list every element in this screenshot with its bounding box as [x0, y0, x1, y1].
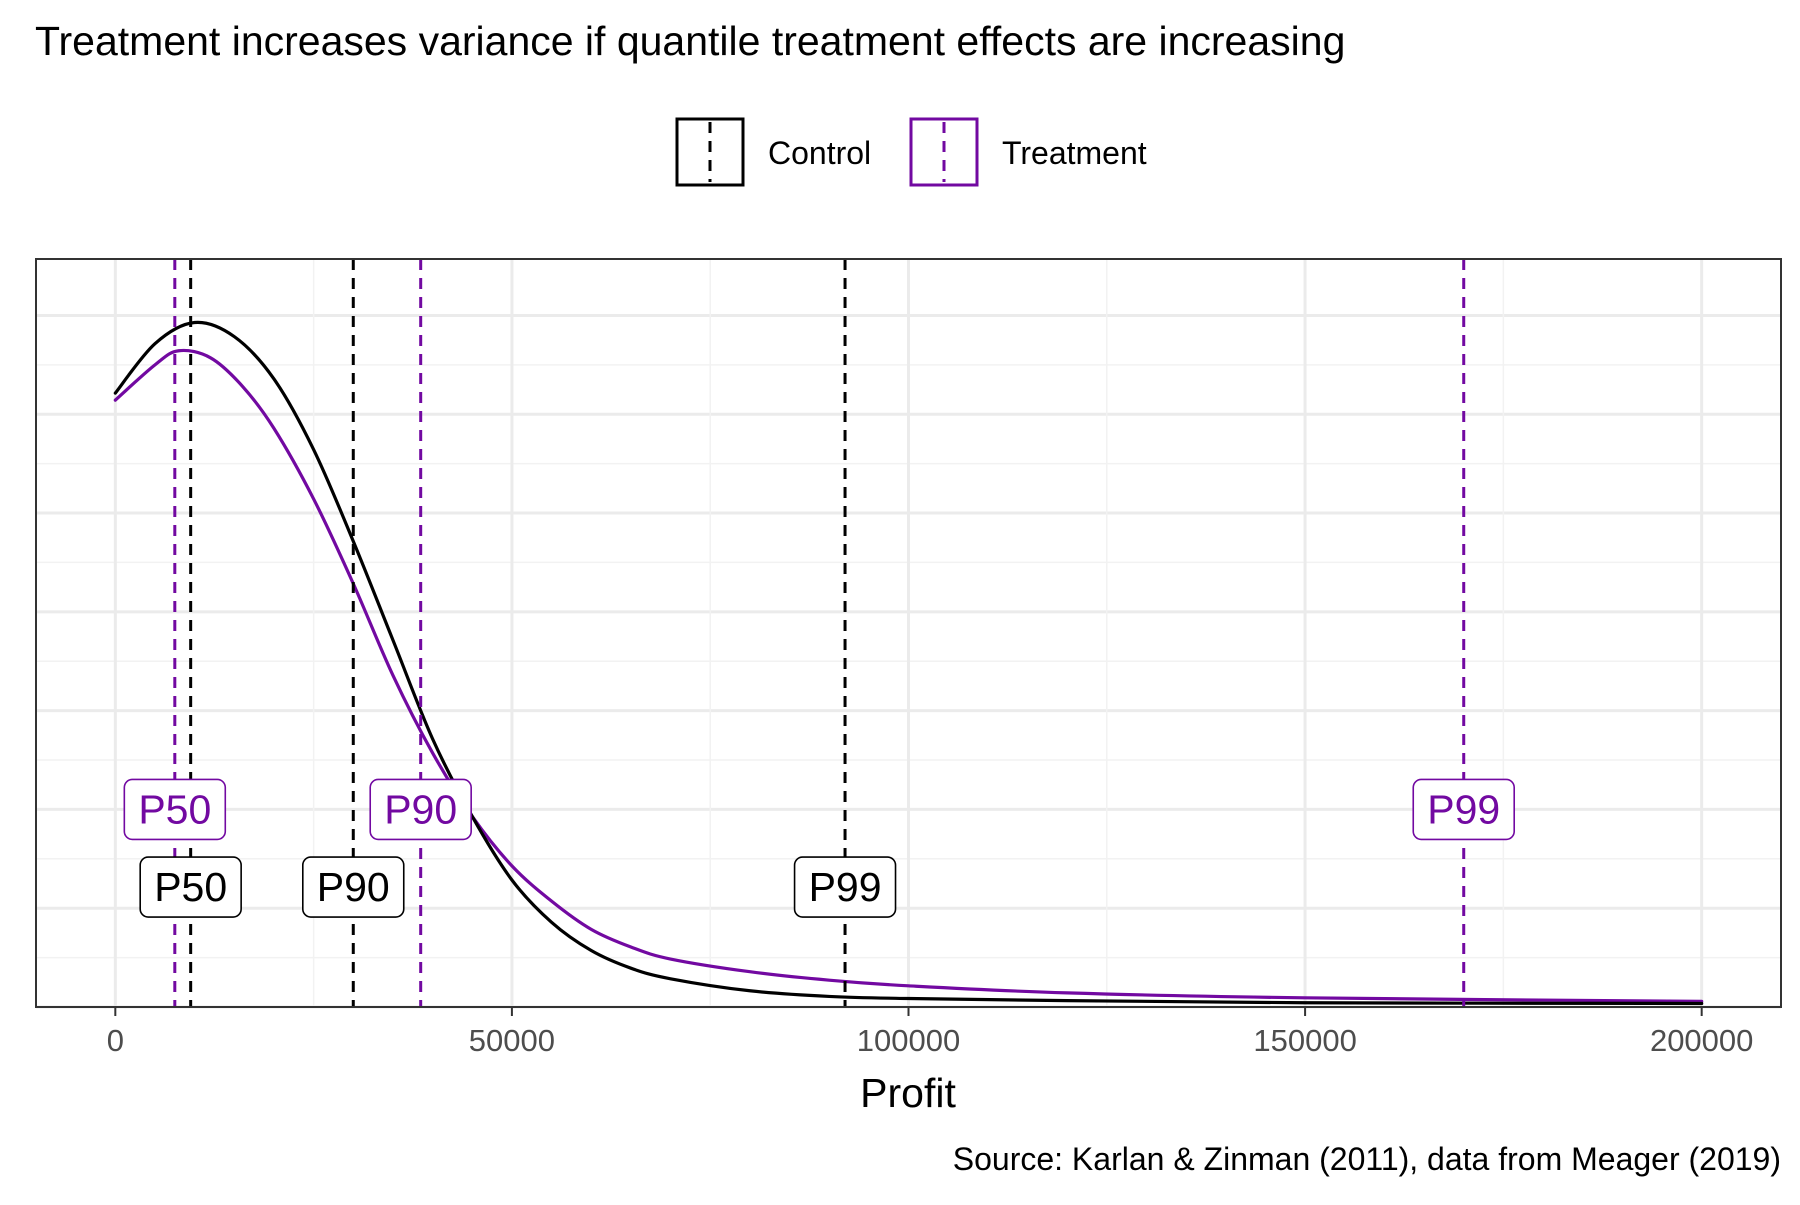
density-lines	[113, 320, 1704, 1006]
quantile-lines	[173, 259, 1466, 1007]
quantile-label-control-p99: P99	[793, 856, 897, 918]
quantile-label-box	[123, 778, 227, 841]
x-axis: 0 50000 100000 150000 200000	[107, 1007, 1753, 1058]
quantile-label-box	[793, 856, 897, 918]
density-line-treatment	[113, 348, 1704, 1003]
legend: Control Treatment	[675, 117, 1147, 187]
x-tick-label-0: 0	[107, 1023, 124, 1058]
quantile-label-text: P90	[317, 864, 390, 910]
quantile-label-text: P50	[154, 864, 227, 910]
quantile-label-text: P90	[384, 786, 457, 832]
quantile-label-text: P99	[1427, 786, 1500, 832]
x-tick-label-4: 200000	[1650, 1023, 1753, 1058]
quantile-label-box	[1412, 778, 1516, 841]
chart-title: Treatment increases variance if quantile…	[35, 18, 1345, 64]
density-line-control	[113, 320, 1704, 1006]
quantile-label-text: P99	[809, 864, 882, 910]
quantile-label-control-p50: P50	[139, 856, 242, 918]
quantile-label-box	[301, 856, 405, 918]
x-axis-label: Profit	[860, 1070, 956, 1116]
quantile-labels: P50 P90 P99 P50 P90 P99	[123, 778, 1516, 918]
quantile-label-treatment-p90: P90	[369, 778, 472, 841]
quantile-label-control-p90: P90	[301, 856, 405, 918]
quantile-label-treatment-p50: P50	[123, 778, 227, 841]
legend-label-treatment: Treatment	[1002, 135, 1147, 171]
x-tick-label-2: 100000	[857, 1023, 960, 1058]
x-tick-label-3: 150000	[1253, 1023, 1356, 1058]
quantile-label-text: P50	[138, 786, 211, 832]
quantile-label-box	[139, 856, 242, 918]
quantile-label-box	[369, 778, 472, 841]
x-tick-label-1: 50000	[469, 1023, 555, 1058]
legend-label-control: Control	[768, 135, 871, 171]
chart-caption: Source: Karlan & Zinman (2011), data fro…	[953, 1141, 1781, 1177]
quantile-label-treatment-p99: P99	[1412, 778, 1516, 841]
